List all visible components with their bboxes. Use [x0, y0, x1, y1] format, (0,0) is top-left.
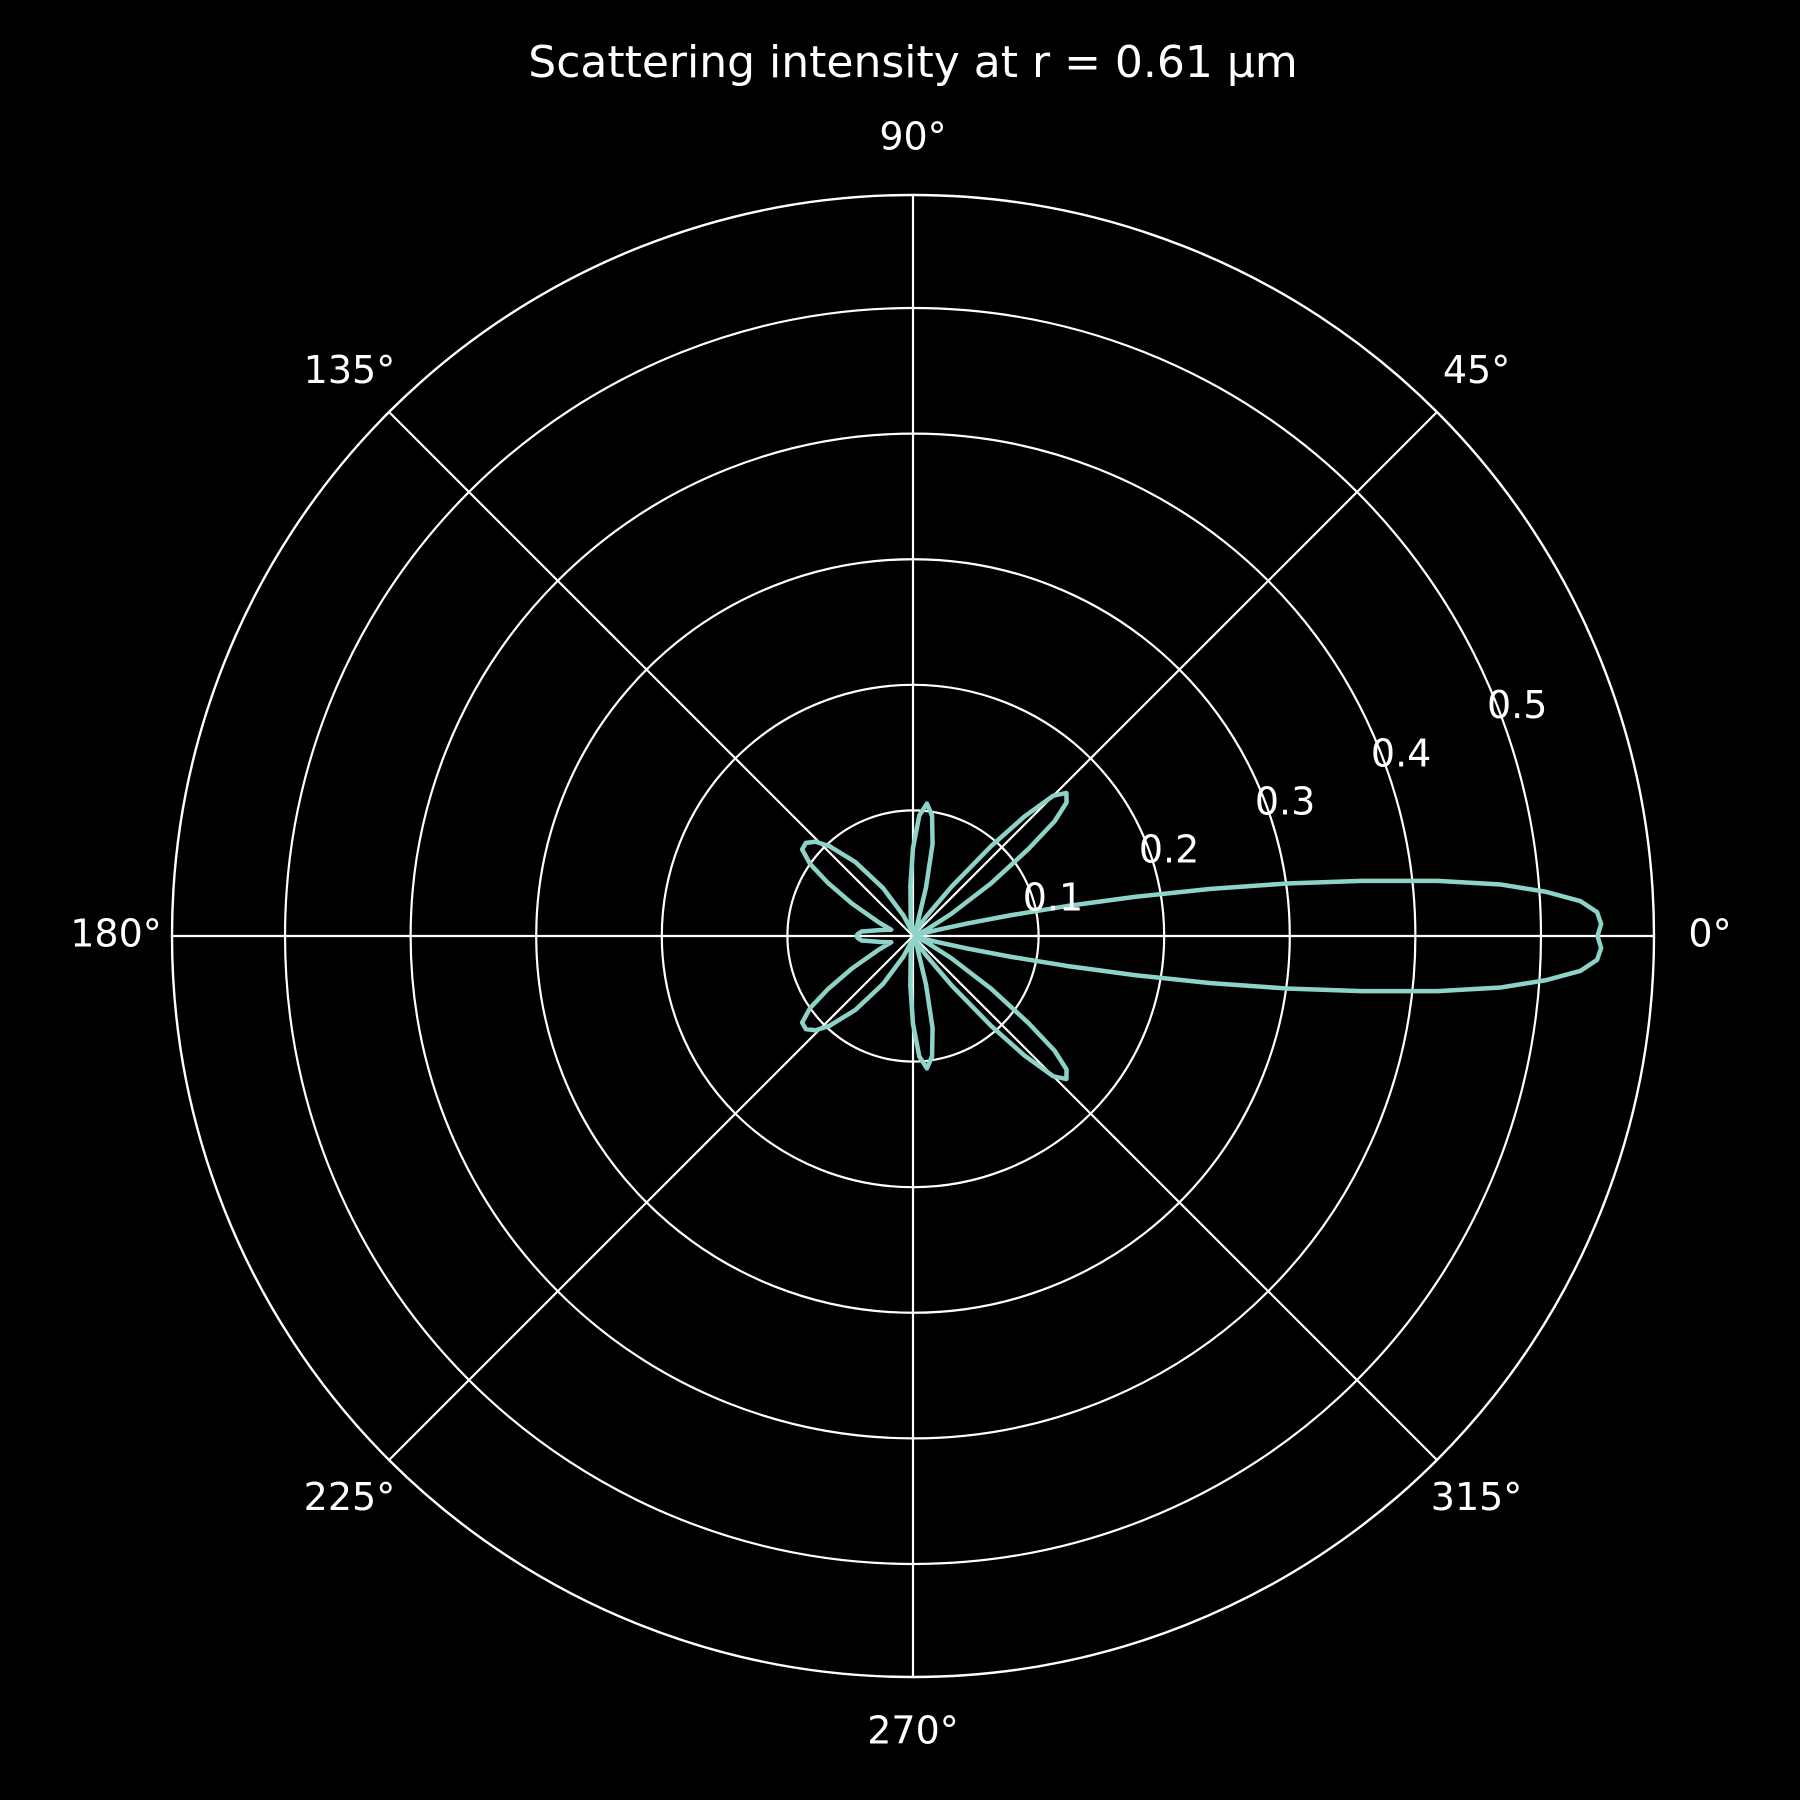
r-tick-label: 0.1 [1023, 875, 1083, 919]
theta-gridline [912, 411, 1438, 937]
r-tick-label: 0.2 [1139, 827, 1199, 871]
chart-title: Scattering intensity at r = 0.61 μm [528, 37, 1297, 88]
theta-gridline [912, 935, 1438, 1461]
theta-tick-label: 225° [304, 1475, 396, 1519]
theta-tick-label: 90° [879, 115, 946, 159]
r-gridline [283, 306, 1543, 1566]
r-tick-label: 0.5 [1487, 683, 1547, 727]
r-tick-label: 0.3 [1255, 779, 1315, 823]
series-layer [799, 790, 1604, 1082]
r-tick-label: 0.4 [1371, 731, 1431, 775]
r-gridline [535, 558, 1291, 1314]
theta-tick-label: 180° [70, 912, 162, 956]
polar-grid [170, 193, 1656, 1679]
r-gridline [409, 432, 1417, 1440]
theta-gridline [388, 411, 914, 937]
r-gridline [786, 809, 1040, 1063]
theta-tick-label: 315° [1431, 1475, 1523, 1519]
theta-tick-label: 270° [867, 1709, 959, 1753]
tick-labels: 0° 45° 90° 135° 180° 225° 270° 315° 0.1 0.2 0.3 0.4… [70, 115, 1731, 1753]
theta-gridline [388, 935, 914, 1461]
series-line [799, 790, 1604, 1082]
theta-tick-label: 0° [1688, 912, 1731, 956]
theta-tick-label: 135° [304, 348, 396, 392]
theta-tick-label: 45° [1443, 348, 1510, 392]
r-gridline [660, 683, 1166, 1189]
polar-frame [170, 193, 1656, 1679]
